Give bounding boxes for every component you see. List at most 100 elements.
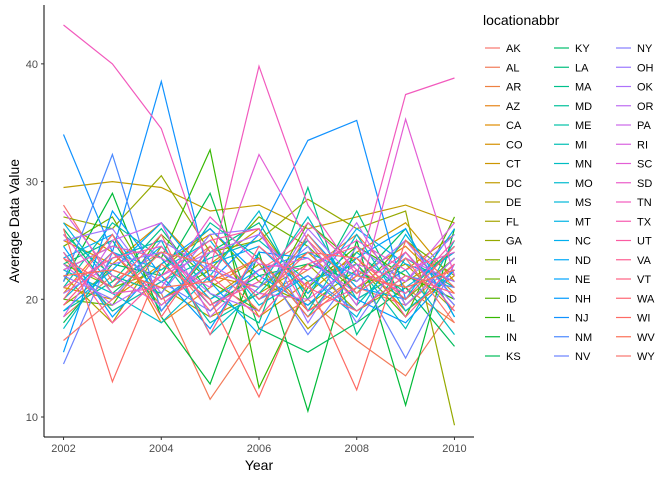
legend-item-in: IN (485, 332, 517, 344)
legend-item-ms: MS (554, 197, 592, 209)
legend-item-wi: WI (616, 313, 650, 325)
legend-item-id: ID (485, 293, 517, 305)
series-line-mi (63, 239, 456, 330)
series-line-tn (63, 24, 455, 278)
legend-label: AK (506, 43, 521, 55)
legend-label: CT (506, 159, 521, 171)
series-line-nh (62, 209, 455, 353)
y-axis-title: Average Data Value (6, 159, 22, 283)
legend-item-ri: RI (616, 139, 648, 151)
legend-item-tn: TN (616, 197, 652, 209)
legend-item-la: LA (554, 62, 589, 74)
y-tick-label: 20 (26, 294, 38, 306)
legend-label: CA (506, 120, 522, 132)
legend-item-tx: TX (616, 216, 652, 228)
legend-item-ny: NY (616, 43, 653, 55)
legend-item-co: CO (485, 139, 523, 151)
series-line-ut (63, 228, 455, 324)
legend-item-nc: NC (554, 236, 591, 248)
legend-item-mo: MO (554, 178, 593, 190)
x-tick-label: 2006 (247, 443, 271, 455)
legend-label: IA (506, 274, 517, 286)
legend-label: FL (506, 216, 519, 228)
legend-label: AR (506, 82, 521, 94)
series-line-va (63, 245, 455, 318)
legend-label: GA (506, 236, 523, 248)
plot-area (62, 24, 456, 426)
legend-label: MI (575, 139, 587, 151)
legend-label: MN (575, 159, 592, 171)
legend-label: OH (637, 62, 654, 74)
legend-item-me: ME (554, 120, 592, 132)
y-tick-label: 40 (26, 59, 38, 71)
legend-item-md: MD (554, 101, 592, 113)
legend-label: WV (637, 332, 655, 344)
legend-label: RI (637, 139, 648, 151)
legend-label: NY (637, 43, 653, 55)
y-axis-ticks: 10 20 30 40 (26, 59, 44, 424)
legend-item-dc: DC (485, 178, 522, 190)
legend-item-az: AZ (485, 101, 520, 113)
legend-label: IL (506, 313, 515, 325)
legend-item-va: VA (616, 255, 652, 267)
legend-label: WA (637, 293, 655, 305)
legend-item-ky: KY (554, 43, 590, 55)
series-line-or (63, 221, 455, 307)
legend-item-ct: CT (485, 159, 521, 171)
legend-label: SD (637, 178, 652, 190)
legend-label: NM (575, 332, 592, 344)
legend-item-pa: PA (616, 120, 652, 132)
legend-label: NC (575, 236, 591, 248)
x-axis-ticks: 2002 2004 2006 2008 2010 (51, 437, 467, 455)
series-line-dc (63, 180, 455, 230)
legend-label: DE (506, 197, 521, 209)
y-tick-label: 30 (26, 177, 38, 189)
legend-item-ak: AK (485, 43, 521, 55)
legend-item-vt: VT (616, 274, 651, 286)
series-line-ia (63, 216, 455, 301)
legend-label: NE (575, 274, 590, 286)
legend-label: NV (575, 351, 591, 363)
legend-label: NH (575, 293, 591, 305)
series-line-wv (63, 257, 455, 318)
legend-label: MT (575, 216, 591, 228)
legend-label: MO (575, 178, 593, 190)
x-tick-label: 2010 (442, 443, 466, 455)
legend-item-nh: NH (554, 293, 591, 305)
legend-label: KS (506, 351, 521, 363)
x-tick-label: 2004 (149, 443, 173, 455)
legend-item-ca: CA (485, 120, 522, 132)
legend-label: ND (575, 255, 591, 267)
legend-label: UT (637, 236, 652, 248)
legend-label: WY (637, 351, 655, 363)
legend-item-wy: WY (616, 351, 655, 363)
legend-item-ar: AR (485, 82, 521, 94)
legend-item-nj: NJ (554, 313, 588, 325)
y-tick-label: 10 (26, 412, 38, 424)
legend-label: LA (575, 62, 589, 74)
legend-label: AL (506, 62, 519, 74)
legend: AK AL AR AZ CA CO CT DC DE FL GA HI IA ID IL IN KS KY LA MA… (485, 43, 655, 363)
legend-item-ks: KS (485, 351, 521, 363)
x-tick-label: 2008 (344, 443, 368, 455)
legend-label: DC (506, 178, 522, 190)
series-line-sc (63, 117, 456, 307)
legend-item-ne: NE (554, 274, 590, 286)
x-axis-title: Year (245, 457, 274, 473)
legend-item-sd: SD (616, 178, 652, 190)
legend-label: CO (506, 139, 523, 151)
legend-label: ME (575, 120, 592, 132)
legend-item-mt: MT (554, 216, 591, 228)
legend-label: TN (637, 197, 652, 209)
legend-label: ID (506, 293, 517, 305)
legend-item-hi: HI (485, 255, 517, 267)
legend-label: OK (637, 82, 654, 94)
legend-label: WI (637, 313, 650, 325)
legend-label: AZ (506, 101, 520, 113)
legend-item-mi: MI (554, 139, 587, 151)
legend-item-ga: GA (485, 236, 523, 248)
legend-item-oh: OH (616, 62, 654, 74)
series-line-sd (63, 215, 455, 295)
legend-item-il: IL (485, 313, 515, 325)
legend-item-ok: OK (616, 82, 654, 94)
